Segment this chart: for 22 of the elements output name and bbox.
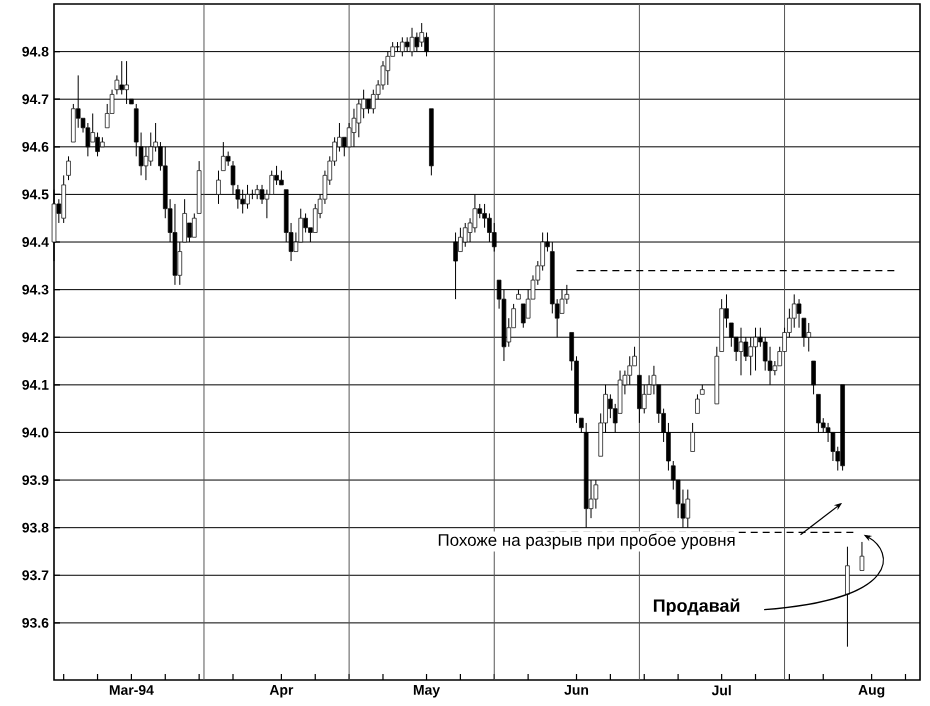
- candlestick: [806, 322, 812, 353]
- candlestick: [472, 193, 478, 233]
- candlestick: [230, 160, 236, 195]
- candlestick: [753, 327, 758, 372]
- candlestick: [627, 355, 633, 386]
- candlestick: [583, 422, 589, 529]
- candlestick: [748, 336, 753, 376]
- candlestick: [172, 203, 178, 286]
- candlestick: [487, 212, 492, 243]
- candlestick: [482, 203, 487, 229]
- candlestick: [124, 60, 129, 105]
- candlestick: [361, 89, 366, 119]
- candlestick: [351, 108, 357, 148]
- candlestick: [491, 222, 497, 253]
- annotation: Похоже на разрыв при пробое уровня: [438, 533, 735, 550]
- candlestick: [143, 146, 149, 181]
- candlestick: [380, 60, 386, 91]
- candlestick: [738, 327, 744, 376]
- candlestick: [593, 479, 599, 510]
- candlestick: [791, 293, 797, 329]
- candlestick: [767, 346, 773, 386]
- annotation: Продавай: [653, 598, 740, 616]
